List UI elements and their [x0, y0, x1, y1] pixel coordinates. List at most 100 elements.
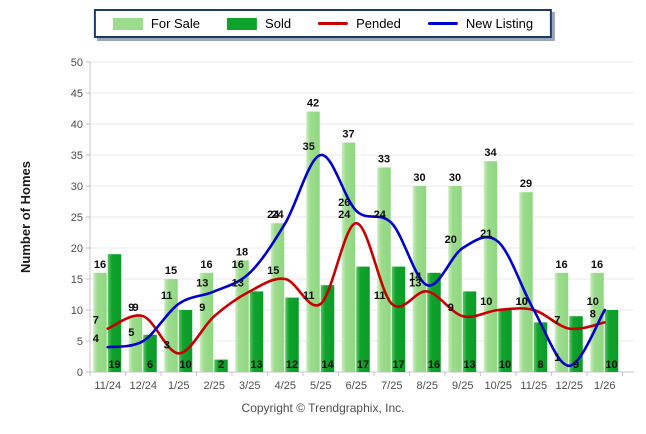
pended-value-label: 3	[164, 339, 170, 351]
for-sale-bar	[448, 186, 462, 372]
new-listing-value-label: 24	[267, 209, 280, 221]
y-axis-label: 30	[71, 181, 83, 193]
pended-value-label: 15	[267, 265, 279, 277]
x-axis-label: 1/26	[594, 380, 615, 392]
for-sale-bar	[235, 260, 249, 372]
sold-bar	[107, 254, 122, 372]
new-listing-value-label: 1	[554, 352, 560, 364]
new-listing-value-label: 26	[338, 197, 350, 209]
legend-label-sold: Sold	[265, 16, 292, 31]
for-sale-bar	[483, 161, 498, 372]
pended-line	[106, 221, 607, 355]
pended-value-label: 8	[590, 308, 596, 320]
y-axis-label: 45	[71, 88, 83, 100]
x-axis-label: 2/25	[204, 380, 225, 392]
for-sale-bar	[270, 223, 285, 372]
for-sale-value-label: 30	[449, 172, 461, 184]
legend: For Sale Sold Pended New Listing	[93, 9, 553, 38]
sold-value-label: 9	[573, 359, 579, 371]
x-axis-label: 11/24	[94, 380, 121, 392]
for-sale-bar	[341, 142, 356, 372]
for-sale-value-label: 29	[520, 178, 532, 190]
for-sale-value-label: 9	[132, 302, 138, 314]
for-sale-value-label: 16	[555, 259, 567, 271]
pended-value-label: 9	[448, 302, 454, 314]
sold-bar	[178, 310, 193, 372]
pended-value-label: 9	[128, 302, 134, 314]
for-sale-bar	[306, 111, 320, 372]
y-axis-label: 0	[77, 367, 83, 379]
sold-bar	[356, 266, 370, 372]
legend-label-pended: Pended	[356, 16, 401, 31]
for-sale-value-label: 30	[413, 172, 425, 184]
x-axis-label: 1/25	[168, 380, 189, 392]
for-sale-bar	[590, 272, 604, 372]
sold-bar	[533, 322, 548, 372]
sold-value-label: 19	[108, 359, 120, 371]
for-sale-value-label: 18	[236, 246, 248, 258]
for-sale-value-label: 34	[484, 147, 497, 159]
for-sale-bar	[93, 272, 107, 372]
sold-value-label: 6	[147, 359, 153, 371]
pended-value-label: 13	[232, 277, 244, 289]
new-listing-value-label: 20	[445, 234, 457, 246]
y-axis-label: 25	[71, 212, 83, 224]
x-axis-label: 3/25	[239, 380, 260, 392]
x-axis-label: 6/25	[346, 380, 367, 392]
copyright-text: Copyright © Trendgraphix, Inc.	[241, 401, 405, 415]
for-sale-swatch-icon	[112, 17, 143, 30]
for-sale-bar	[199, 272, 214, 372]
for-sale-value-label: 33	[378, 153, 390, 165]
sold-value-label: 2	[218, 359, 224, 371]
sold-value-label: 17	[357, 359, 369, 371]
sold-bar	[214, 359, 228, 372]
sold-bar	[143, 334, 157, 372]
new-listing-value-label: 10	[587, 296, 599, 308]
for-sale-bar	[519, 192, 533, 372]
y-axis-label: 15	[71, 274, 83, 286]
new-listing-value-label: 35	[303, 141, 315, 153]
x-axis-label: 5/25	[310, 380, 331, 392]
x-axis-label: 11/25	[520, 380, 547, 392]
new-listing-value-label: 13	[196, 277, 208, 289]
new-listing-value-label: 10	[516, 296, 528, 308]
sold-bar	[498, 310, 512, 372]
pended-value-label: 10	[480, 296, 492, 308]
sold-value-label: 10	[179, 359, 191, 371]
sold-bar	[391, 266, 406, 372]
new-listing-swatch-icon	[427, 22, 458, 25]
y-axis-label: 20	[71, 243, 83, 255]
sold-swatch-icon	[227, 17, 258, 30]
legend-item-for-sale: For Sale	[112, 16, 200, 31]
y-axis-label: 35	[71, 150, 83, 162]
pended-value-label: 9	[199, 302, 205, 314]
for-sale-bar	[554, 272, 569, 372]
x-axis-label: 4/25	[275, 380, 296, 392]
for-sale-value-label: 15	[165, 265, 177, 277]
new-listing-value-label: 21	[480, 228, 492, 240]
sold-bar	[285, 297, 299, 372]
pended-value-label: 10	[516, 296, 528, 308]
sold-value-label: 14	[321, 359, 334, 371]
sold-bar	[604, 310, 619, 372]
pended-value-label: 13	[409, 277, 421, 289]
sold-bar	[249, 291, 264, 372]
new-listing-value-label: 24	[374, 209, 387, 221]
sold-value-label: 8	[537, 359, 543, 371]
new-listing-value-label: 14	[409, 271, 422, 283]
new-listing-value-label: 4	[93, 333, 100, 345]
y-axis-label: 5	[77, 336, 83, 348]
pended-value-label: 11	[303, 290, 315, 302]
x-axis-label: 12/25	[555, 380, 583, 392]
for-sale-value-label: 16	[200, 259, 212, 271]
x-axis-label: 10/25	[484, 380, 512, 392]
pended-swatch-icon	[318, 22, 349, 25]
pended-value-label: 11	[374, 290, 386, 302]
sold-value-label: 17	[392, 359, 404, 371]
for-sale-value-label: 42	[307, 98, 319, 110]
legend-item-pended: Pended	[318, 16, 401, 31]
y-axis-label: 10	[71, 305, 83, 317]
for-sale-bar	[377, 167, 391, 372]
sold-bar	[427, 272, 441, 372]
